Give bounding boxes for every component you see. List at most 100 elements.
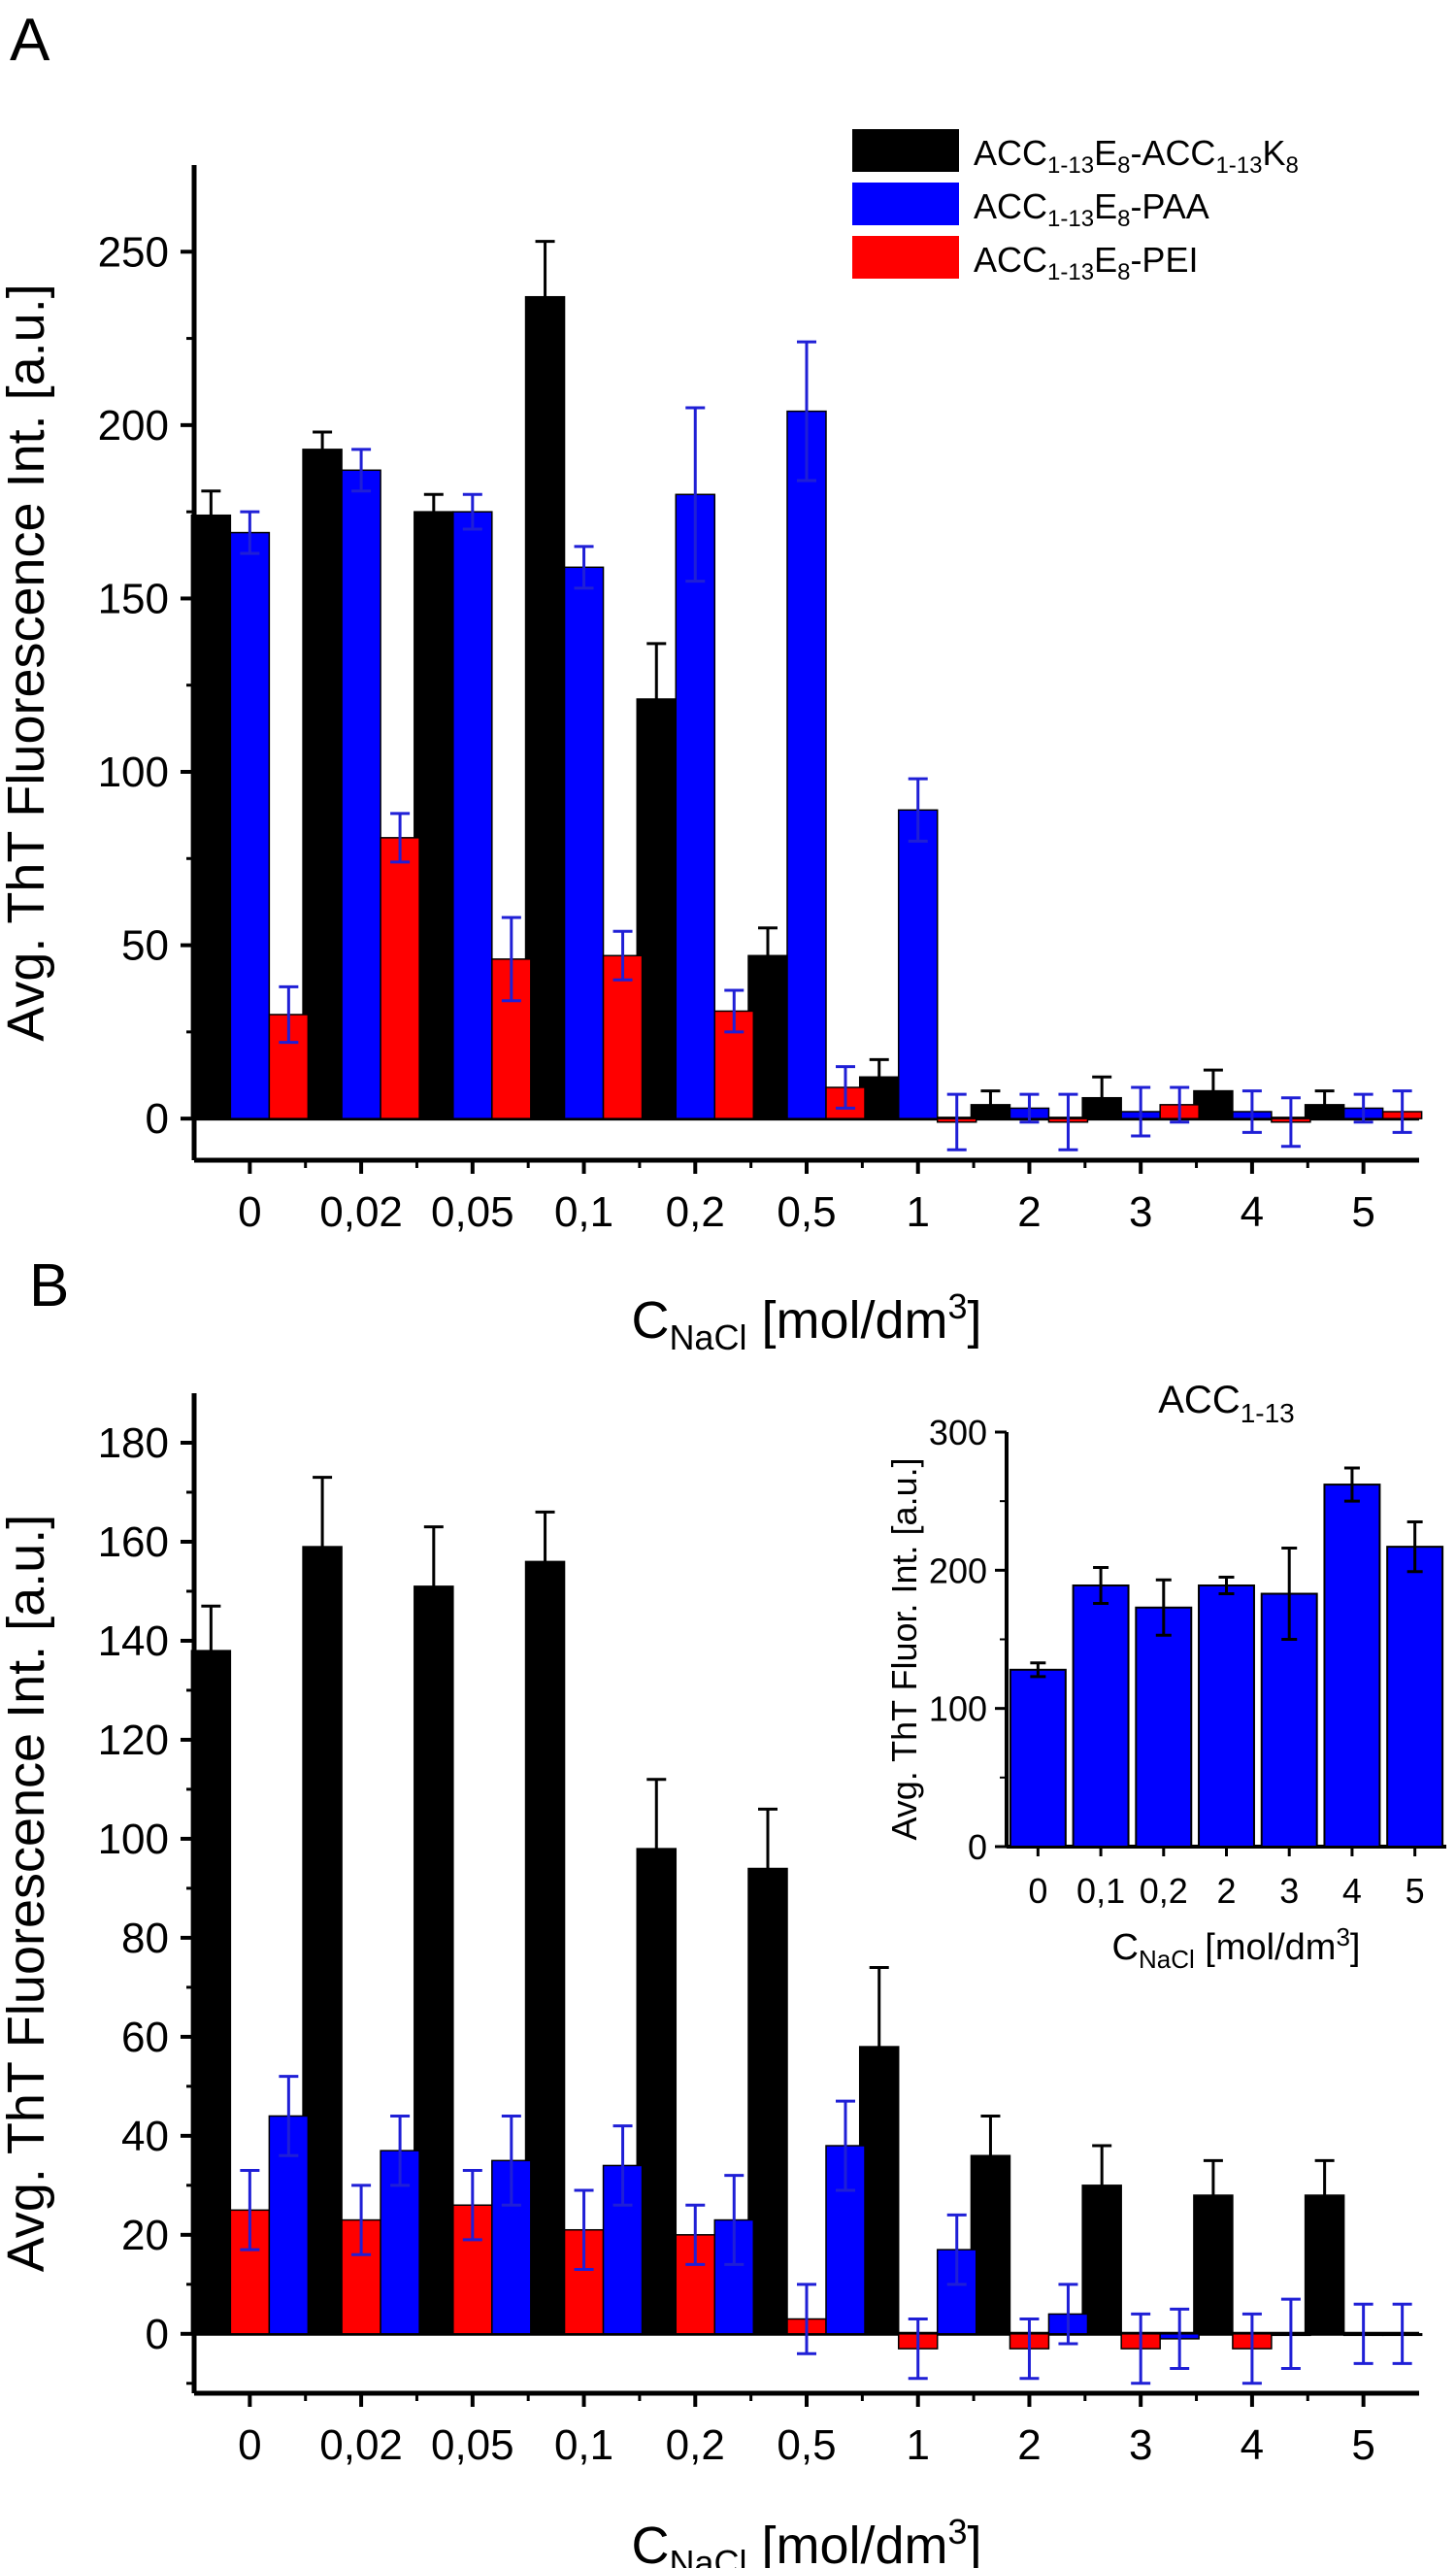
a-bar [786,410,827,1119]
b-x-tick-label: 0,5 [777,2421,836,2469]
a-bar [414,511,454,1119]
b-x-tick-label: 0,2 [666,2421,725,2469]
a-y-tick-label: 0 [146,1095,169,1143]
legend-label-part: -PAA [1130,186,1208,226]
inset-x-tick-label: 5 [1406,1871,1425,1911]
legend-label-part: ACC [974,186,1047,226]
inset-bar [1072,1584,1130,1848]
a-bar [229,531,271,1119]
chart-b-inset: 0 100 200 300 0 0,1 0,2 2 3 4 5 ACC1-13 Avg. ThT Flu… [884,1379,1446,1974]
inset-x-tick-label: 0,2 [1140,1871,1188,1911]
b-y-tick-label: 100 [98,1816,169,1863]
inset-x-label-close: ] [1350,1927,1361,1968]
b-y-tick-label: 180 [98,1419,169,1467]
a-y-axis-label: Avg. ThT Fluorescence Int. [a.u.] [0,283,55,1041]
a-x-label-sup: 3 [948,1286,968,1326]
a-x-label-close: ] [968,1291,982,1350]
a-y-tick-label: 200 [98,402,169,450]
b-x-tick-label: 2 [1017,2421,1041,2469]
b-bar [747,1867,788,2335]
b-x-tick-label: 0 [238,2421,261,2469]
a-x-tick-label: 0,05 [431,1188,514,1236]
b-x-label-main: C [631,2517,669,2568]
b-y-axis-label: Avg. ThT Fluorescence Int. [a.u.] [0,1515,55,2272]
inset-y-tick-label: 200 [929,1551,987,1590]
inset-bar [1135,1606,1193,1848]
legend-label-part: 1-13 [1047,206,1094,232]
b-y-tick-label: 40 [121,2113,169,2160]
legend-label-part: 8 [1117,152,1130,179]
b-x-label-sub: NaCl [669,2543,746,2568]
a-x-tick-label: 5 [1351,1188,1374,1236]
panel-a-label: A [10,7,50,74]
panel-b-label: B [29,1252,69,1319]
b-x-tick-label: 1 [906,2421,929,2469]
a-x-tick-label: 1 [906,1188,929,1236]
b-x-axis-label: CNaCl [mol/dm3] [631,2512,981,2568]
a-x-tick-label: 0,02 [319,1188,403,1236]
inset-x-label-unit: [mol/dm [1195,1927,1337,1968]
b-x-tick-label: 0,1 [554,2421,613,2469]
inset-x-axis-label: CNaCl [mol/dm3] [1112,1922,1361,1974]
b-bar [414,1585,454,2335]
legend-label-part: 8 [1117,259,1130,285]
b-x-tick-label: 3 [1129,2421,1152,2469]
legend-label-part: 1-13 [1047,152,1094,179]
inset-x-tick-label: 4 [1342,1871,1362,1911]
legend-label-part: E [1094,133,1117,173]
inset-x-tick-label: 2 [1216,1871,1236,1911]
inset-bar [1386,1546,1444,1849]
legend-swatch [852,236,959,279]
a-bar [636,698,678,1119]
legend-swatch [852,183,959,225]
a-y-tick-label: 50 [121,922,169,970]
legend-label: ACC1-13E8-ACC1-13K8 [974,133,1299,179]
inset-y-axis-label: Avg. ThT Fluor. Int. [a.u.] [884,1457,924,1840]
legend-label-part: 8 [1286,152,1299,179]
inset-x-tick-label: 0 [1028,1871,1047,1911]
a-y-tick-label: 150 [98,575,169,622]
chart-a: 0 50 100 150 200 250 0 0,02 0,05 0,1 0,2 0,5 1 2 3 4 5 Av… [0,129,1423,1357]
b-y-tick-label: 0 [146,2311,169,2358]
b-x-label-unit: [mol/dm [746,2517,947,2568]
b-bar [636,1848,678,2335]
inset-title-sub: 1-13 [1241,1398,1295,1428]
legend-label: ACC1-13E8-PAA [974,186,1209,232]
inset-bar [1009,1668,1067,1849]
b-x-tick-label: 5 [1351,2421,1374,2469]
inset-x-tick-label: 0,1 [1076,1871,1125,1911]
a-x-label-unit: [mol/dm [746,1291,947,1350]
a-x-label-main: C [631,1291,669,1350]
a-y-tick-label: 100 [98,749,169,796]
b-x-tick-label: 0,02 [319,2421,403,2469]
inset-y-tick-label: 300 [929,1413,987,1452]
a-bar [897,809,939,1119]
b-y-tick-label: 20 [121,2212,169,2259]
legend-label-part: E [1094,186,1117,226]
legend-label: ACC1-13E8-PEI [974,240,1198,285]
inset-title: ACC1-13 [1158,1379,1295,1428]
a-bar [452,511,493,1119]
legend-label-part: E [1094,240,1117,280]
b-y-tick-label: 120 [98,1717,169,1764]
a-x-tick-label: 3 [1129,1188,1152,1236]
legend-label-part: ACC [974,133,1047,173]
legend-label-part: 1-13 [1047,259,1094,285]
b-x-label-close: ] [968,2517,982,2568]
inset-x-label-sub: NaCl [1139,1945,1195,1974]
inset-bar [1323,1484,1381,1848]
a-x-label-sub: NaCl [669,1317,746,1357]
inset-x-tick-label: 3 [1279,1871,1299,1911]
legend-label-part: -ACC [1130,133,1215,173]
inset-y-tick-label: 0 [968,1827,987,1867]
b-x-tick-label: 0,05 [431,2421,514,2469]
a-bar [302,449,343,1119]
inset-x-label-main: C [1112,1927,1139,1968]
a-x-tick-label: 0,1 [554,1188,613,1236]
b-x-tick-label: 4 [1241,2421,1264,2469]
b-bar [675,2234,716,2335]
inset-x-label-sup: 3 [1336,1922,1349,1951]
a-bar [190,514,232,1119]
a-bar [675,493,716,1119]
